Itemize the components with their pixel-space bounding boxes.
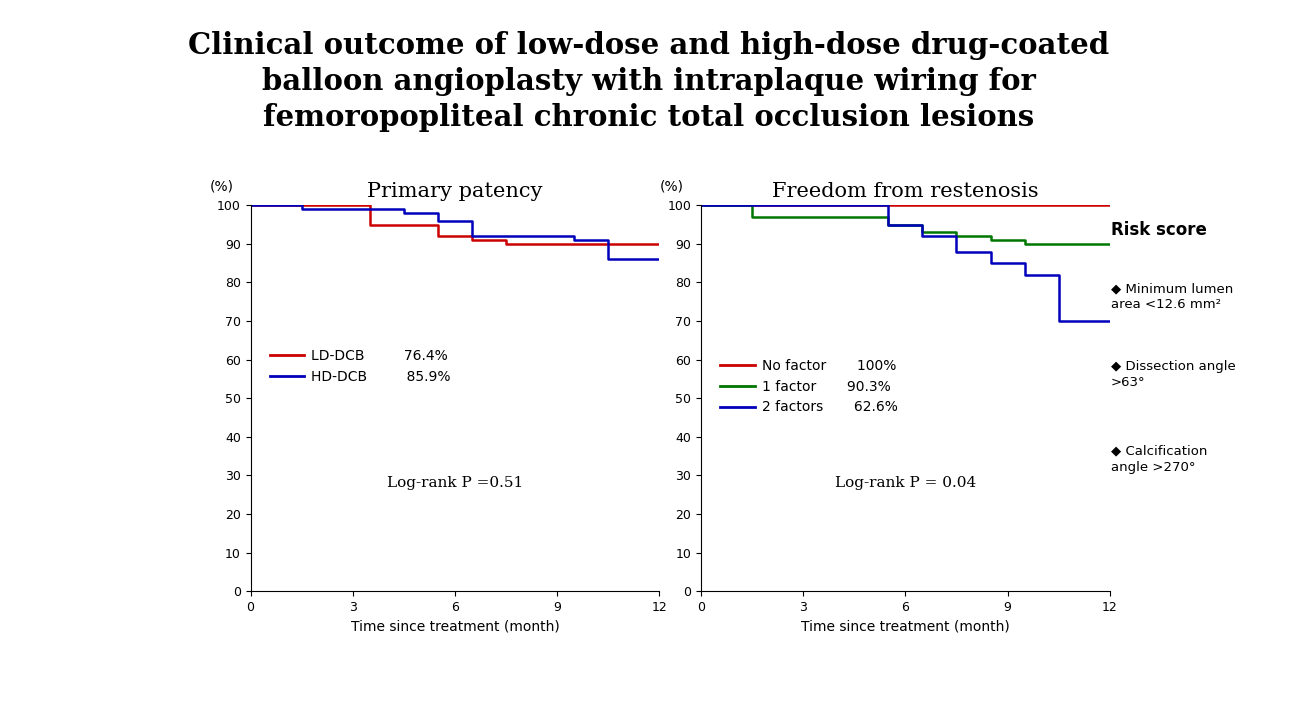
Text: Log-rank P = 0.04: Log-rank P = 0.04 (835, 476, 976, 490)
Text: ✓ All intraplaque
wiring route: ✓ All intraplaque wiring route (10, 377, 112, 406)
Title: Primary patency: Primary patency (367, 182, 543, 201)
Text: 66 Patients: 66 Patients (73, 198, 141, 210)
X-axis label: Time since treatment (month): Time since treatment (month) (801, 620, 1010, 634)
Text: Risk score: Risk score (1111, 221, 1206, 239)
Text: Clinical outcome of low-dose and high-dose drug-coated
balloon angioplasty with : Clinical outcome of low-dose and high-do… (188, 31, 1110, 132)
Text: ✓ All cases assessed
by IVUS: ✓ All cases assessed by IVUS (10, 445, 134, 474)
Text: LD-DCB
(25 Patients): LD-DCB (25 Patients) (5, 277, 80, 306)
Legend: LD-DCB         76.4%, HD-DCB         85.9%: LD-DCB 76.4%, HD-DCB 85.9% (270, 348, 450, 384)
Text: HD-DCB
(41 Patients): HD-DCB (41 Patients) (134, 277, 209, 306)
X-axis label: Time since treatment (month): Time since treatment (month) (350, 620, 559, 634)
Text: Log-rank P =0.51: Log-rank P =0.51 (387, 476, 523, 490)
Text: ✓ No bailout stent: ✓ No bailout stent (10, 526, 119, 539)
Legend: No factor       100%, 1 factor       90.3%, 2 factors       62.6%: No factor 100%, 1 factor 90.3%, 2 factor… (720, 358, 898, 414)
Text: ◆ Evaluation with IVUS may be useful in predicting treatment strategies and prog: ◆ Evaluation with IVUS may be useful in … (10, 675, 739, 690)
Text: (%): (%) (210, 180, 234, 194)
Text: ◆ The LD-DCB demonstrated efficacy and safety comparable with those of the HD-DC: ◆ The LD-DCB demonstrated efficacy and s… (10, 634, 983, 649)
Text: ◆ Dissection angle
>63°: ◆ Dissection angle >63° (1111, 360, 1236, 389)
Text: ◆ Minimum lumen
area <12.6 mm²: ◆ Minimum lumen area <12.6 mm² (1111, 282, 1233, 312)
Title: Freedom from restenosis: Freedom from restenosis (772, 182, 1038, 201)
Text: ◆ Calcification
angle >270°: ◆ Calcification angle >270° (1111, 445, 1207, 474)
Text: (%): (%) (661, 180, 684, 194)
